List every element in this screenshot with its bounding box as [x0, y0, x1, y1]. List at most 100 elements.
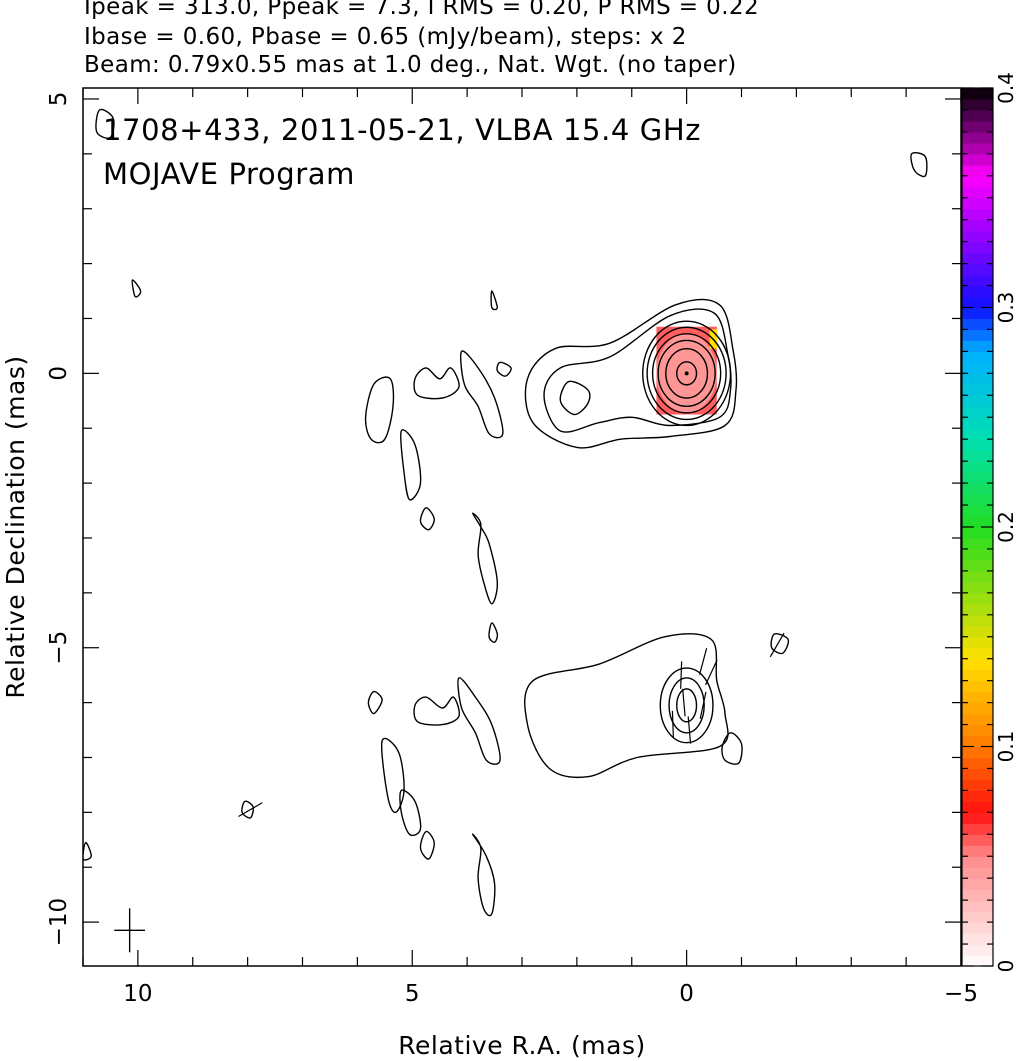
colorbar-segment — [962, 823, 993, 835]
contour-island — [131, 279, 142, 298]
pol-contour-island — [380, 737, 405, 814]
colorbar-segment — [962, 439, 993, 451]
evpa-vector — [699, 691, 707, 719]
header-line-1: Ipeak = 313.0, Ppeak = 7.3, I RMS = 0.20… — [84, 0, 759, 20]
colorbar-segment — [962, 878, 993, 890]
colorbar: 0 0.1 0.2 0.3 0.4 — [961, 72, 1018, 973]
colorbar-tick-label: 0.2 — [994, 511, 1018, 543]
colorbar-segment — [962, 680, 993, 693]
contour-island — [496, 361, 512, 377]
evpa-vector — [704, 659, 718, 686]
contour-island — [364, 376, 395, 444]
contour-jet-outline — [524, 298, 738, 449]
colorbar-tick-label: 0 — [994, 960, 1018, 973]
colorbar-segment — [962, 845, 993, 857]
colorbar-segment — [962, 175, 993, 188]
colorbar-segment — [962, 483, 993, 495]
pol-contour-island — [721, 732, 743, 765]
colorbar-segment — [962, 790, 993, 802]
pol-contour-ring — [668, 677, 705, 734]
contour-island — [400, 429, 422, 501]
colorbar-segment — [962, 702, 993, 715]
contour-island — [460, 350, 504, 439]
colorbar-segment — [962, 329, 993, 342]
colorbar-segment — [962, 340, 993, 352]
colorbar-segment — [962, 373, 993, 385]
colorbar-segment — [962, 263, 993, 276]
contour-core-ring — [657, 339, 716, 407]
colorbar-segment — [962, 351, 993, 363]
evpa-vector — [680, 661, 683, 689]
pol-contour-island — [457, 677, 501, 765]
contour-island — [95, 108, 115, 139]
colorbar-segment — [962, 296, 993, 309]
colorbar-segment — [962, 384, 993, 396]
colorbar-segment — [962, 472, 993, 484]
contour-core-ring — [676, 361, 698, 386]
y-axis-label: Relative Declination (mas) — [1, 355, 30, 698]
contour-jet-inner — [543, 308, 732, 433]
colorbar-segment — [962, 527, 993, 539]
colorbar-segment — [962, 241, 993, 254]
colorbar-segment — [962, 120, 993, 133]
contour-jet-knot — [559, 380, 591, 416]
x-tick-label: 0 — [679, 981, 694, 1007]
contour-island — [488, 622, 499, 643]
colorbar-segment — [962, 131, 993, 144]
colorbar-segment — [962, 603, 993, 616]
colorbar-segment — [962, 230, 993, 243]
plot-frame — [82, 87, 962, 967]
colorbar-segment — [962, 911, 993, 923]
colorbar-segment — [962, 252, 993, 265]
colorbar-segment — [962, 494, 993, 506]
colorbar-segment — [962, 537, 993, 550]
contour-core-peak — [684, 371, 689, 376]
x-tick-label: 10 — [123, 981, 152, 1007]
x-axis-label: Relative R.A. (mas) — [398, 1031, 645, 1060]
contour-island — [419, 507, 435, 531]
colorbar-segment — [962, 922, 993, 934]
colorbar-segment — [962, 274, 993, 287]
colorbar-segment — [962, 450, 993, 462]
pol-contour-island — [419, 830, 435, 860]
colorbar-segment — [962, 461, 993, 473]
colorbar-segment — [962, 153, 993, 166]
intensity-contours — [95, 108, 928, 643]
colorbar-segment — [962, 142, 993, 155]
colorbar-segment — [962, 559, 993, 572]
colorbar-segment — [962, 186, 993, 199]
contour-core-ring — [642, 320, 732, 427]
y-tick-label: 0 — [46, 366, 72, 381]
colorbar-segment — [962, 197, 993, 210]
colorbar-segment — [962, 955, 993, 967]
colorbar-segment — [962, 307, 993, 320]
colorbar-segment — [962, 647, 993, 660]
colorbar-segment — [962, 636, 993, 649]
colorbar-segment — [962, 406, 993, 418]
y-tick-label: −5 — [46, 631, 72, 665]
evpa-vector — [671, 710, 674, 739]
colorbar-segment — [962, 625, 993, 638]
colorbar-segment — [962, 592, 993, 605]
pol-contour-island — [399, 789, 422, 837]
contour-island — [490, 290, 499, 311]
colorbar-segment — [962, 746, 993, 759]
contour-island — [471, 512, 499, 605]
colorbar-segment — [962, 658, 993, 671]
colorbar-segment — [962, 614, 993, 627]
contour-core-ring — [665, 347, 709, 399]
colorbar-segment — [962, 867, 993, 879]
colorbar-segment — [962, 219, 993, 232]
pol-contour-ring — [676, 688, 698, 723]
pol-contour-island — [241, 800, 255, 819]
chart-subtitle: MOJAVE Program — [103, 157, 355, 191]
evpa-vector — [687, 716, 692, 744]
colorbar-segment — [962, 856, 993, 868]
evpa-vector — [698, 648, 708, 675]
colorbar-tick-label: 0.4 — [994, 72, 1018, 104]
polarization-contours — [83, 632, 790, 953]
colorbar-segment — [962, 88, 993, 100]
colorbar-segment — [962, 570, 993, 583]
x-tick-label: −5 — [944, 981, 978, 1007]
